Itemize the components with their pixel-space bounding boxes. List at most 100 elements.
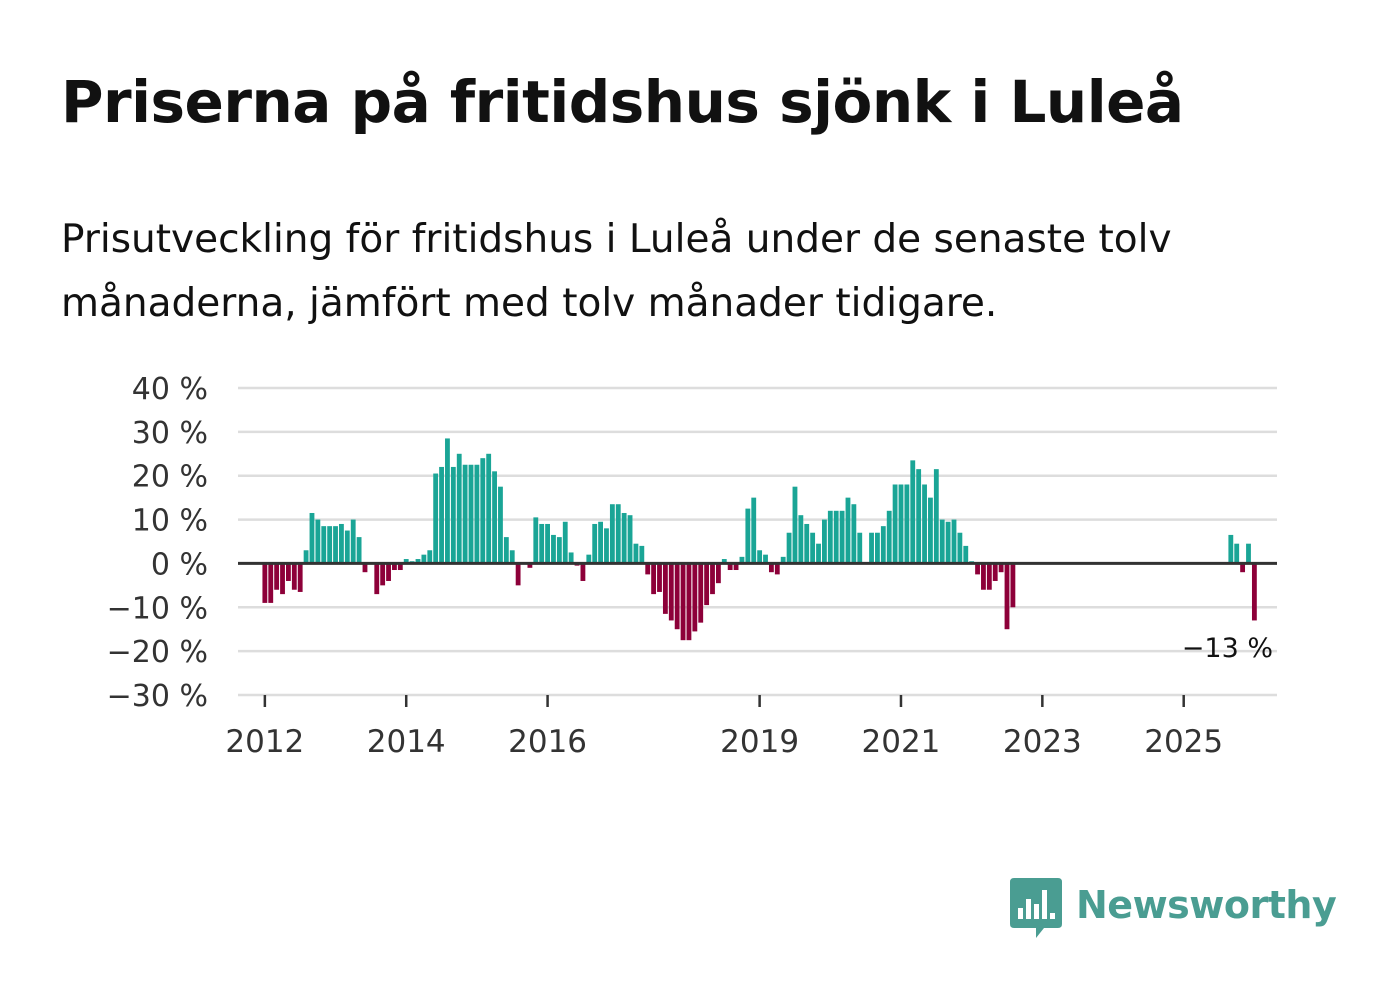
bar-negative bbox=[680, 563, 686, 641]
bar-positive bbox=[498, 486, 503, 564]
bar-positive bbox=[598, 521, 603, 564]
bar-negative bbox=[986, 563, 992, 590]
annotation-layer: −13 % bbox=[1182, 633, 1273, 664]
bar-positive bbox=[822, 519, 827, 564]
bar-negative bbox=[374, 563, 380, 595]
bar-positive bbox=[315, 519, 321, 564]
bar-positive bbox=[792, 486, 798, 564]
bar-negative bbox=[262, 563, 268, 603]
bar-positive bbox=[786, 532, 792, 564]
bar-positive bbox=[939, 519, 945, 564]
y-tick-label: 30 % bbox=[132, 416, 208, 451]
bar-negative bbox=[1010, 563, 1016, 608]
newsworthy-bar-chart-icon bbox=[1010, 878, 1062, 938]
bar-negative bbox=[768, 563, 774, 573]
x-tick-label: 2019 bbox=[720, 724, 799, 760]
bar-positive bbox=[615, 504, 621, 564]
bar-positive bbox=[869, 532, 874, 564]
bar-negative bbox=[698, 563, 704, 623]
y-tick-label: 20 % bbox=[132, 460, 208, 495]
x-axis: 2012 2014 2016 2019 2021 2023 2025 bbox=[225, 695, 1223, 760]
bar-negative bbox=[1251, 563, 1257, 621]
bar-positive bbox=[798, 515, 804, 564]
bar-negative bbox=[686, 563, 692, 641]
bar-positive bbox=[350, 519, 356, 564]
bar-positive bbox=[556, 537, 562, 564]
bar-positive bbox=[904, 484, 910, 564]
bar-negative bbox=[291, 563, 297, 590]
bar-positive bbox=[421, 554, 427, 564]
bar-positive bbox=[480, 458, 486, 564]
bar-negative bbox=[727, 563, 733, 571]
bar-positive bbox=[468, 464, 474, 564]
bar-negative bbox=[651, 563, 657, 595]
x-tick-label: 2014 bbox=[367, 724, 446, 760]
bar-positive bbox=[309, 512, 315, 564]
bar-positive bbox=[339, 523, 344, 564]
bar-positive bbox=[816, 543, 821, 564]
bar-positive bbox=[539, 523, 545, 564]
bar-negative bbox=[527, 563, 533, 568]
bar-positive bbox=[839, 510, 845, 564]
bar-negative bbox=[733, 563, 739, 571]
bar-positive bbox=[474, 464, 480, 564]
gridlines bbox=[238, 386, 1277, 697]
bar-negative bbox=[392, 563, 397, 571]
bar-positive bbox=[751, 497, 757, 564]
bar-negative bbox=[692, 563, 698, 632]
bar-positive bbox=[851, 504, 857, 564]
bar-positive bbox=[780, 556, 786, 564]
bar-negative bbox=[710, 563, 715, 595]
bar-negative bbox=[981, 563, 986, 590]
bar-positive bbox=[875, 532, 880, 564]
bar-positive bbox=[333, 526, 338, 564]
bar-positive bbox=[951, 519, 957, 564]
y-axis-labels: 40 % 30 % 20 % 10 % 0 % −10 % −20 % −30 % bbox=[107, 372, 208, 714]
bar-positive bbox=[922, 484, 927, 564]
bar-negative bbox=[674, 563, 680, 630]
latest-value-label: −13 % bbox=[1182, 633, 1273, 664]
x-tick-label: 2023 bbox=[1003, 724, 1082, 760]
bar-positive bbox=[545, 523, 550, 564]
bar-negative bbox=[645, 563, 651, 575]
bar-positive bbox=[721, 559, 727, 564]
y-tick-label: −30 % bbox=[107, 679, 208, 714]
x-tick-label: 2016 bbox=[508, 724, 587, 760]
bar-negative bbox=[380, 563, 386, 586]
bar-positive bbox=[916, 469, 922, 564]
bar-negative bbox=[1240, 563, 1246, 573]
bar-positive bbox=[910, 460, 916, 564]
bar-positive bbox=[880, 526, 886, 564]
bar-positive bbox=[415, 559, 421, 564]
bar-positive bbox=[568, 552, 574, 564]
bar-positive bbox=[486, 453, 492, 564]
y-tick-label: 40 % bbox=[132, 372, 208, 407]
y-tick-label: 10 % bbox=[132, 504, 208, 539]
bar-positive bbox=[533, 517, 539, 564]
bar-positive bbox=[928, 497, 933, 564]
bar-positive bbox=[957, 532, 963, 564]
bar-negative bbox=[662, 563, 668, 614]
bar-positive bbox=[639, 545, 645, 564]
x-tick-label: 2012 bbox=[225, 724, 304, 760]
bar-positive bbox=[857, 532, 863, 564]
bar-negative bbox=[668, 563, 674, 621]
bar-positive bbox=[562, 521, 568, 564]
x-tick-label: 2021 bbox=[862, 724, 941, 760]
bar-positive bbox=[633, 543, 639, 564]
bar-positive bbox=[1234, 543, 1240, 564]
chart-title: Priserna på fritidshus sjönk i Luleå bbox=[61, 68, 1184, 136]
bar-positive bbox=[833, 510, 839, 564]
brand-name: Newsworthy bbox=[1076, 883, 1337, 927]
bar-negative bbox=[362, 563, 368, 573]
bar-positive bbox=[845, 497, 851, 564]
y-tick-label: −10 % bbox=[107, 591, 208, 626]
bar-positive bbox=[551, 534, 556, 564]
bar-positive bbox=[745, 508, 751, 564]
bar-negative bbox=[286, 563, 291, 581]
bar-positive bbox=[303, 550, 309, 564]
bar-positive bbox=[963, 545, 969, 564]
bar-positive bbox=[627, 515, 633, 564]
bar-positive bbox=[445, 438, 450, 564]
y-tick-label: 0 % bbox=[151, 547, 208, 582]
